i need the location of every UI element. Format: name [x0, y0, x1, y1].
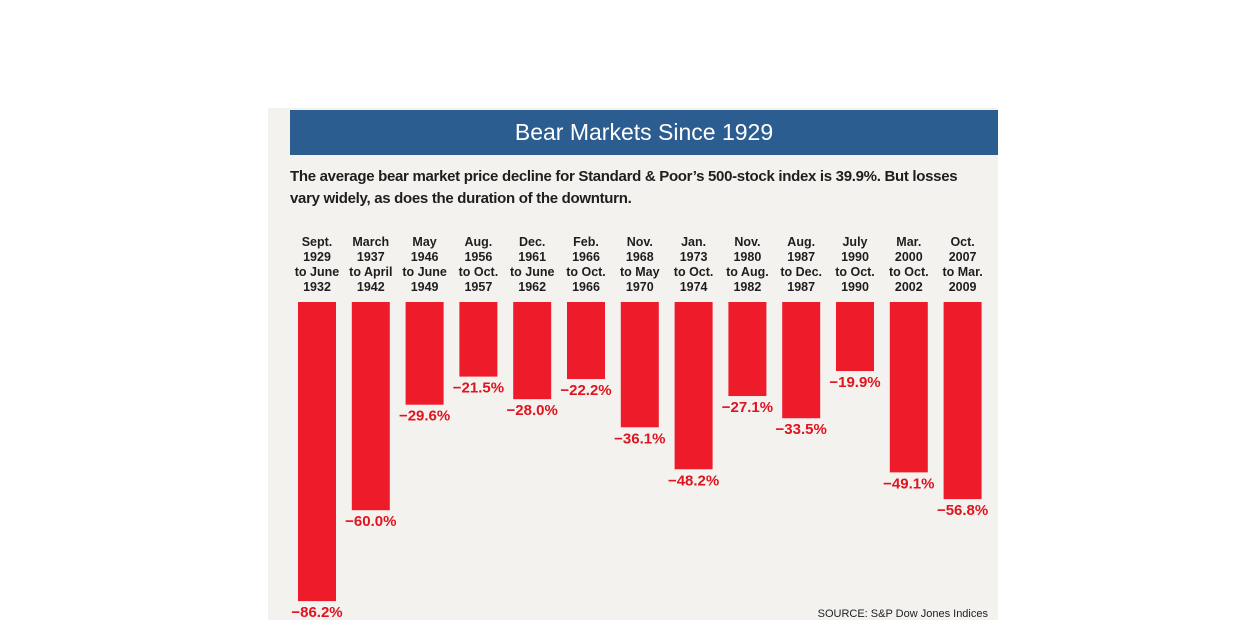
- category-label: 2002: [895, 280, 923, 294]
- chart-title: Bear Markets Since 1929: [514, 119, 774, 145]
- bar: [620, 302, 659, 428]
- source-note: SOURCE: S&P Dow Jones Indices: [817, 608, 988, 620]
- value-label: −19.9%: [829, 374, 880, 391]
- category-label: 1987: [787, 250, 815, 264]
- category-label: to June: [402, 265, 446, 279]
- value-label: −36.1%: [614, 430, 665, 447]
- category-label: 1990: [841, 250, 869, 264]
- category-label: 1932: [303, 280, 331, 294]
- category-label: 2007: [949, 250, 977, 264]
- category-label: 1974: [680, 280, 708, 294]
- category-label: to Oct.: [889, 265, 929, 279]
- category-label: May: [412, 235, 436, 249]
- category-label: Feb.: [573, 235, 599, 249]
- category-label: 1956: [464, 250, 492, 264]
- bar: [405, 302, 444, 405]
- bar: [782, 302, 821, 419]
- value-label: −56.8%: [937, 502, 988, 519]
- chart-title-banner: Bear Markets Since 1929: [290, 110, 998, 155]
- category-label: 1946: [411, 250, 439, 264]
- category-label: Dec.: [519, 235, 545, 249]
- category-label: July: [842, 235, 867, 249]
- bar: [298, 302, 336, 602]
- category-label: 1937: [357, 250, 385, 264]
- category-label: 1987: [787, 280, 815, 294]
- category-label: 1982: [733, 280, 761, 294]
- category-label: to Mar.: [942, 265, 982, 279]
- bar: [889, 302, 928, 473]
- bar: [567, 302, 605, 380]
- category-label: March: [352, 235, 389, 249]
- category-label: 1961: [518, 250, 546, 264]
- value-label: −48.2%: [668, 472, 719, 489]
- category-label: 1942: [357, 280, 385, 294]
- value-label: −60.0%: [345, 513, 396, 530]
- category-label: Sept.: [302, 235, 333, 249]
- category-label: 1949: [411, 280, 439, 294]
- value-label: −86.2%: [291, 604, 342, 620]
- category-label: 1966: [572, 280, 600, 294]
- category-label: 1980: [733, 250, 761, 264]
- bar: [674, 302, 713, 470]
- category-label: Oct.: [950, 235, 974, 249]
- chart-subtitle: The average bear market price decline fo…: [290, 168, 958, 207]
- category-label: 1968: [626, 250, 654, 264]
- value-label: −29.6%: [399, 408, 450, 425]
- bar: [728, 302, 767, 397]
- category-label: Nov.: [627, 235, 653, 249]
- category-label: 1990: [841, 280, 869, 294]
- value-label: −27.1%: [722, 399, 773, 416]
- value-label: −22.2%: [560, 382, 611, 399]
- category-label: 1970: [626, 280, 654, 294]
- bar: [351, 302, 390, 511]
- category-label: 1973: [680, 250, 708, 264]
- category-label: 2009: [949, 280, 977, 294]
- category-label: to Oct.: [674, 265, 714, 279]
- value-label: −49.1%: [883, 475, 934, 492]
- value-label: −28.0%: [507, 402, 558, 419]
- value-label: −33.5%: [776, 421, 827, 438]
- category-label: to Aug.: [726, 265, 769, 279]
- category-label: to Oct.: [566, 265, 606, 279]
- category-label: 1957: [464, 280, 492, 294]
- category-label: 1966: [572, 250, 600, 264]
- category-label: to Oct.: [459, 265, 499, 279]
- value-label: −21.5%: [453, 380, 504, 397]
- category-label: Aug.: [787, 235, 815, 249]
- category-label: to June: [510, 265, 554, 279]
- category-label: 1962: [518, 280, 546, 294]
- category-label: 1929: [303, 250, 331, 264]
- category-label: to Dec.: [780, 265, 822, 279]
- bar: [513, 302, 552, 400]
- category-label: to Oct.: [835, 265, 875, 279]
- category-label: to May: [620, 265, 660, 279]
- category-label: Mar.: [896, 235, 921, 249]
- category-label: Jan.: [681, 235, 706, 249]
- bar: [943, 302, 982, 500]
- category-label: 2000: [895, 250, 923, 264]
- category-label: to June: [295, 265, 339, 279]
- category-label: Aug.: [465, 235, 493, 249]
- category-label: Nov.: [734, 235, 760, 249]
- category-label: to April: [349, 265, 392, 279]
- bar: [836, 302, 874, 372]
- bar: [459, 302, 498, 377]
